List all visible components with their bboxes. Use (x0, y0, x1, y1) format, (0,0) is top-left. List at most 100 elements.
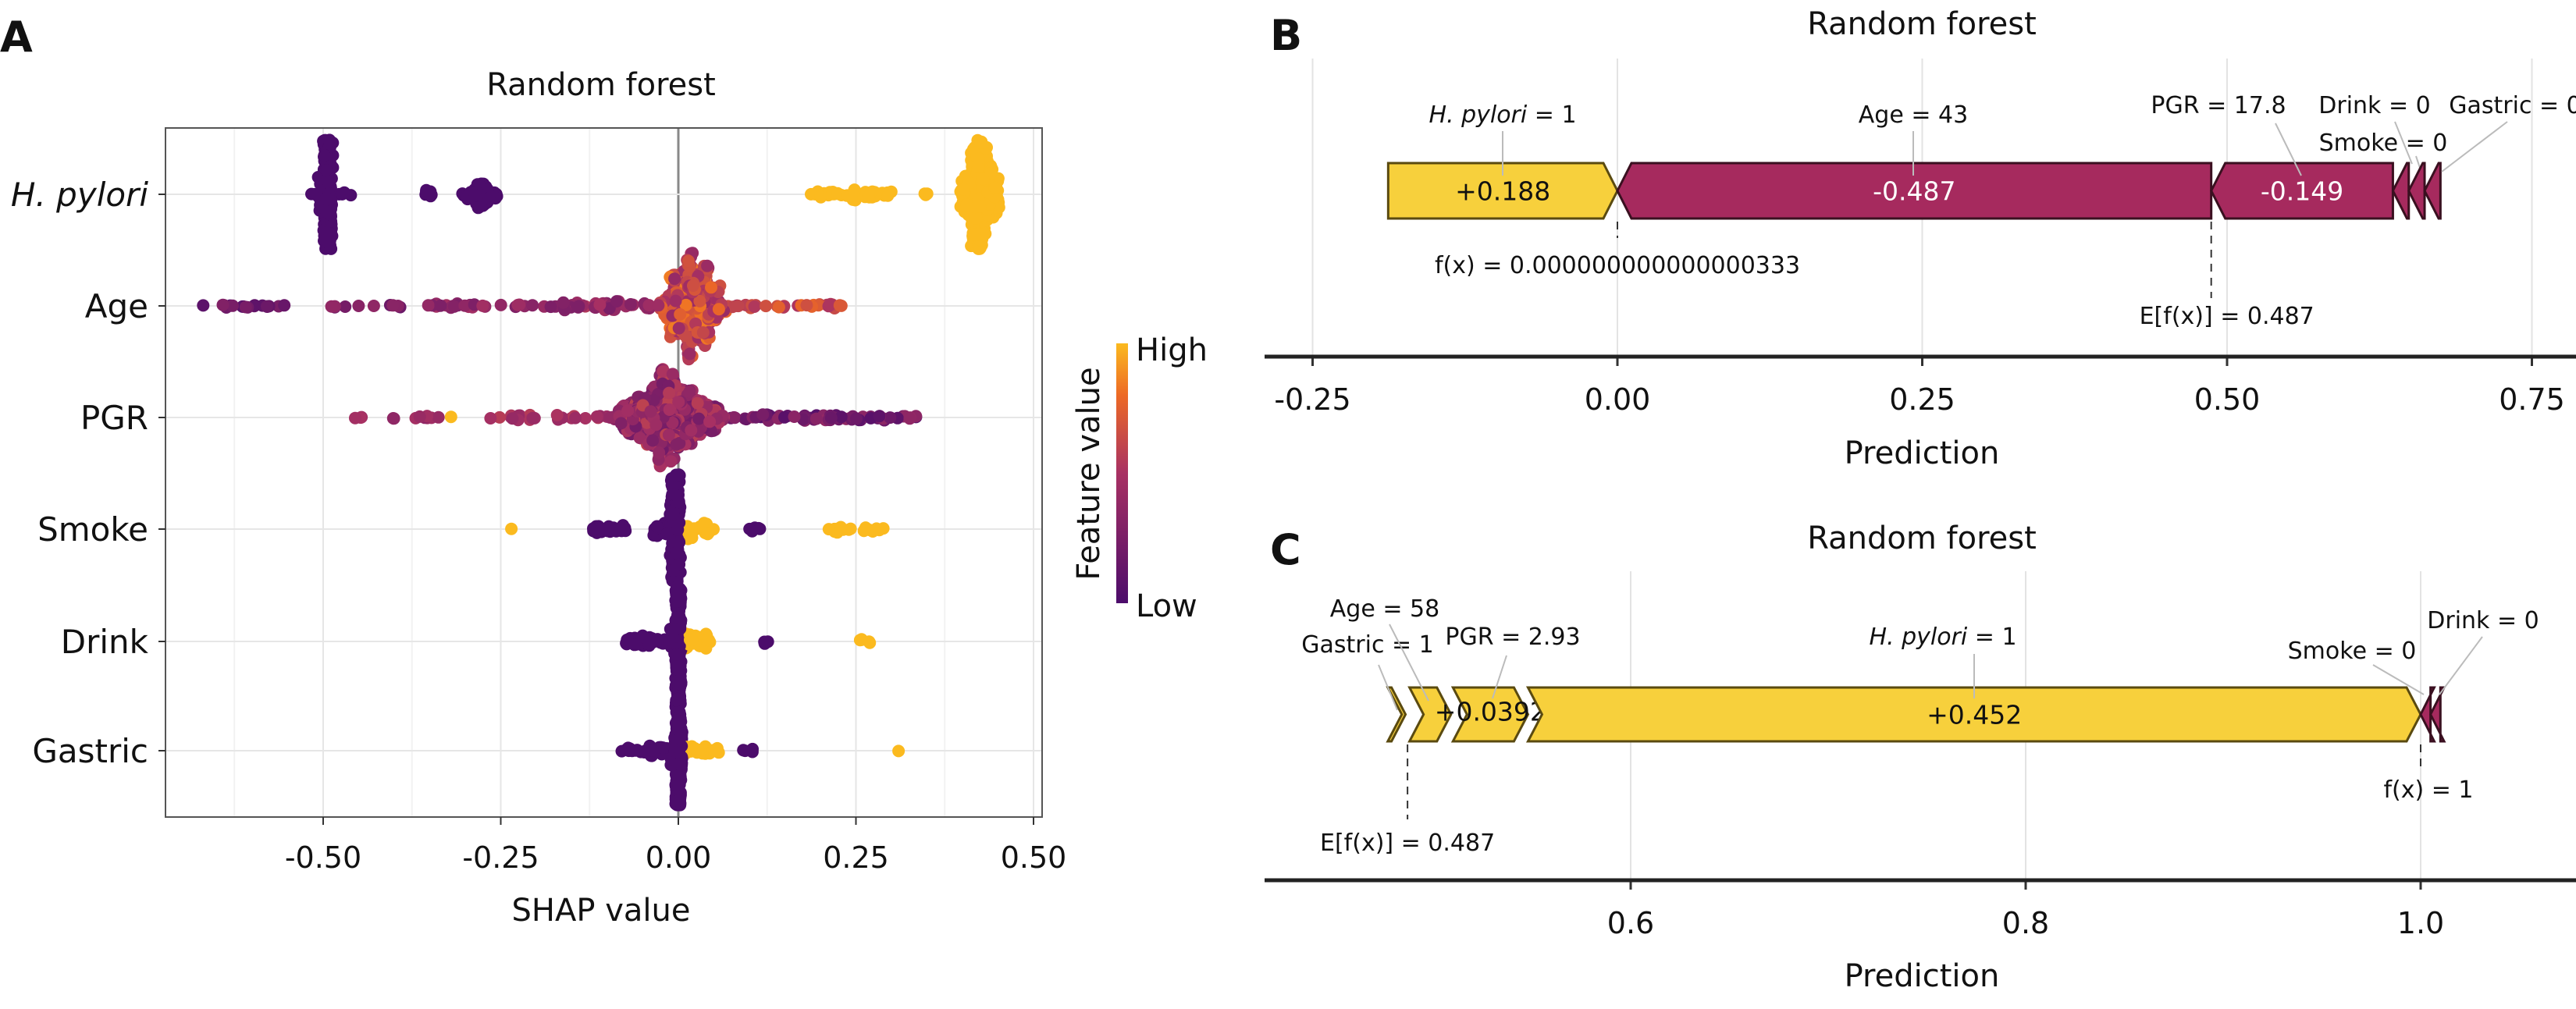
force-segment-h-pylori (1386, 162, 1619, 220)
shap-point (278, 299, 291, 312)
shap-point (705, 281, 717, 294)
shap-point (650, 520, 664, 533)
feature-value: 0 (2524, 607, 2539, 634)
colorbar-low-label: Low (1136, 588, 1197, 624)
shap-point (683, 347, 696, 361)
fx-label: f(x) = 0.000000000000000333 (1435, 252, 1800, 279)
shap-point (672, 778, 685, 791)
colorbar-title: Feature value (1071, 367, 1107, 580)
feature-leader-line (1378, 664, 1398, 711)
shap-point (325, 300, 338, 313)
shap-point (702, 634, 715, 647)
feature-leader-line (2275, 123, 2302, 176)
fx-label: f(x) = 1 (2383, 776, 2473, 804)
feature-name: Age (1330, 595, 1375, 623)
shap-point (673, 758, 686, 771)
shap-point (660, 528, 674, 541)
force-segment-pgr (1450, 686, 1530, 743)
shap-point (903, 412, 916, 425)
feature-value: 0 (2567, 92, 2576, 119)
shap-point (420, 183, 433, 197)
shap-point (824, 297, 837, 311)
feature-equals: = (2200, 92, 2234, 119)
shap-point (698, 517, 710, 530)
shap-point (672, 322, 685, 335)
shap-point (696, 326, 710, 339)
x-tick-label: 0.50 (2194, 382, 2261, 417)
panel-c-force-plot: C Random forest 0.6 0.8 1.0 Gastric = 1 Age … (1265, 520, 2576, 994)
force-segment-drink (2428, 686, 2446, 743)
force-plot-c-title: Random forest (1807, 520, 2037, 556)
feature-equals: = (2381, 92, 2415, 119)
feature-name: Drink (2318, 92, 2382, 119)
feature-label: Gastric = 1 (1301, 631, 1434, 659)
shap-point (646, 744, 660, 757)
shap-point (349, 411, 361, 425)
shap-point (590, 410, 603, 423)
shap-point (670, 537, 682, 550)
shap-point (669, 294, 682, 307)
shap-point (748, 300, 761, 313)
feature-name: Age (1859, 101, 1904, 129)
shap-point (239, 300, 252, 314)
shap-point (670, 648, 683, 661)
feature-label: H. pylori = 1 (1869, 624, 2016, 651)
shap-point (834, 520, 848, 534)
shap-point (672, 594, 685, 607)
feature-value: 0 (2416, 92, 2431, 119)
feature-equals: = (1527, 101, 1561, 129)
shap-point (692, 412, 706, 425)
feature-label: Smoke = 0 (2319, 130, 2448, 157)
shap-point (633, 432, 646, 445)
feature-label: Gastric = 0 (2449, 92, 2576, 119)
feature-name: Smoke (2319, 130, 2398, 157)
shap-point (506, 412, 519, 425)
shap-point (339, 300, 352, 313)
shap-point (673, 437, 686, 449)
shap-point (432, 410, 445, 424)
shap-point (569, 411, 582, 425)
shap-point (668, 489, 681, 501)
feature-equals: = (1494, 624, 1528, 651)
shap-point (656, 741, 670, 755)
shap-point (656, 365, 670, 378)
feature-label: PGR = 17.8 (2151, 92, 2286, 119)
shap-point (226, 299, 239, 312)
shap-point (824, 411, 838, 425)
shap-point (701, 259, 714, 272)
shap-point (422, 299, 435, 312)
shap-point (666, 368, 679, 381)
shap-point (652, 299, 665, 312)
shap-point (671, 716, 685, 730)
shap-point (671, 523, 685, 536)
x-tick-label: 0.25 (823, 840, 889, 875)
shap-point (649, 418, 663, 432)
shap-point (979, 227, 992, 240)
x-tick-label: 0.75 (2499, 382, 2565, 417)
shap-point (694, 743, 707, 756)
shap-point (873, 524, 886, 537)
shap-point (513, 298, 526, 311)
shap-point (728, 410, 741, 424)
shap-point (482, 192, 496, 205)
shap-point (320, 164, 333, 176)
x-tick-label: -0.25 (462, 840, 539, 875)
shap-point (760, 300, 773, 313)
x-tick-label: 0.00 (646, 840, 712, 875)
shap-point (670, 546, 683, 560)
feature-leader-line (2415, 155, 2421, 169)
shap-point (957, 183, 970, 196)
feature-value: 17.8 (2234, 92, 2286, 119)
shap-point (671, 692, 685, 705)
shap-point (593, 298, 607, 311)
shap-point (444, 410, 457, 424)
shap-point (484, 412, 497, 425)
shap-point (834, 410, 848, 424)
feature-name: Gastric (1301, 631, 1384, 659)
panel-letter-c: C (1270, 525, 1301, 574)
shap-point (216, 298, 229, 311)
shap-point (667, 507, 680, 520)
shap-point (682, 254, 695, 268)
feature-leader-line (2441, 121, 2508, 172)
shap-point (614, 417, 628, 430)
